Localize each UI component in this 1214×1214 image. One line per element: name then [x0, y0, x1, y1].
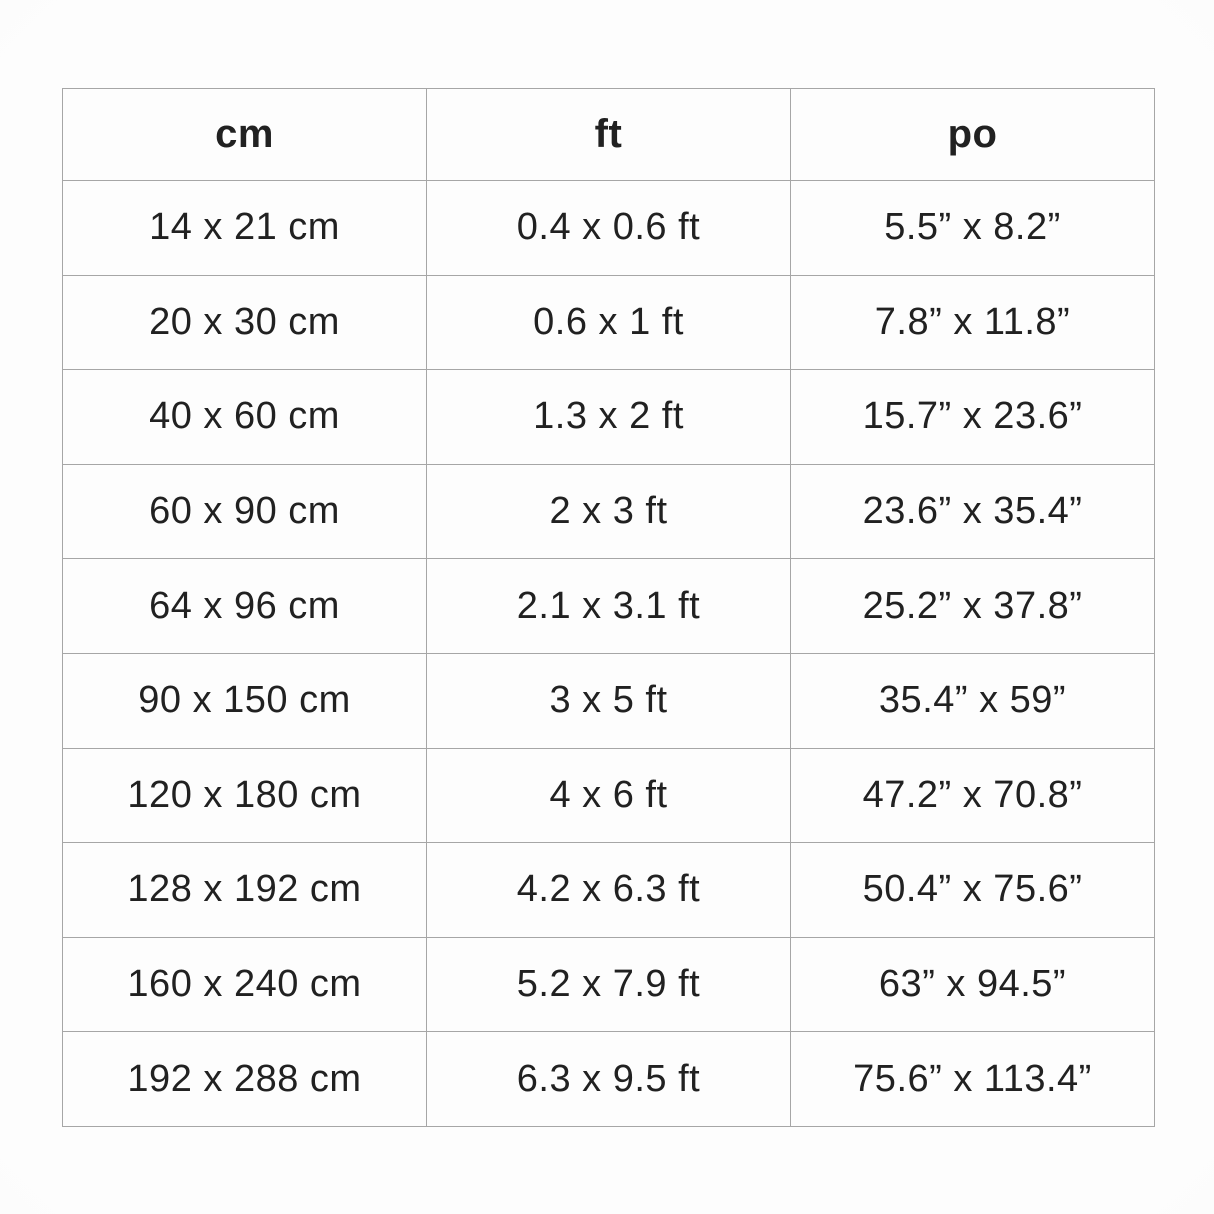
cell-cm: 160 x 240 cm [62, 936, 427, 1033]
cell-cm: 20 x 30 cm [62, 274, 427, 371]
cell-ft: 0.4 x 0.6 ft [426, 180, 791, 276]
cell-ft: 4 x 6 ft [426, 747, 791, 844]
cell-po: 75.6” x 113.4” [790, 1031, 1155, 1127]
table-row: 90 x 150 cm 3 x 5 ft 35.4” x 59” [62, 652, 1155, 749]
cell-cm: 40 x 60 cm [62, 369, 427, 465]
cell-ft: 5.2 x 7.9 ft [426, 936, 791, 1033]
table-header-row: cm ft po [62, 88, 1155, 181]
table-row: 128 x 192 cm 4.2 x 6.3 ft 50.4” x 75.6” [62, 842, 1155, 938]
cell-po: 23.6” x 35.4” [790, 463, 1155, 560]
cell-po: 35.4” x 59” [790, 652, 1155, 749]
size-conversion-sheet: cm ft po 14 x 21 cm 0.4 x 0.6 ft 5.5” x … [62, 88, 1155, 1127]
table-row: 160 x 240 cm 5.2 x 7.9 ft 63” x 94.5” [62, 936, 1155, 1033]
cell-ft: 2 x 3 ft [426, 463, 791, 560]
table-row: 14 x 21 cm 0.4 x 0.6 ft 5.5” x 8.2” [62, 180, 1155, 276]
cell-po: 7.8” x 11.8” [790, 274, 1155, 371]
cell-cm: 120 x 180 cm [62, 747, 427, 844]
cell-cm: 192 x 288 cm [62, 1031, 427, 1127]
cell-ft: 3 x 5 ft [426, 652, 791, 749]
cell-ft: 4.2 x 6.3 ft [426, 842, 791, 938]
table-row: 40 x 60 cm 1.3 x 2 ft 15.7” x 23.6” [62, 369, 1155, 465]
table-row: 120 x 180 cm 4 x 6 ft 47.2” x 70.8” [62, 747, 1155, 844]
cell-ft: 2.1 x 3.1 ft [426, 558, 791, 654]
table-row: 20 x 30 cm 0.6 x 1 ft 7.8” x 11.8” [62, 274, 1155, 371]
table-row: 60 x 90 cm 2 x 3 ft 23.6” x 35.4” [62, 463, 1155, 560]
cell-cm: 90 x 150 cm [62, 652, 427, 749]
column-header-ft: ft [426, 88, 791, 181]
table-row: 64 x 96 cm 2.1 x 3.1 ft 25.2” x 37.8” [62, 558, 1155, 654]
size-conversion-table: cm ft po 14 x 21 cm 0.4 x 0.6 ft 5.5” x … [62, 88, 1155, 1127]
cell-cm: 14 x 21 cm [62, 180, 427, 276]
cell-po: 15.7” x 23.6” [790, 369, 1155, 465]
column-header-cm: cm [62, 88, 427, 181]
column-header-po: po [790, 88, 1155, 181]
table-row: 192 x 288 cm 6.3 x 9.5 ft 75.6” x 113.4” [62, 1031, 1155, 1127]
cell-cm: 128 x 192 cm [62, 842, 427, 938]
cell-po: 47.2” x 70.8” [790, 747, 1155, 844]
cell-po: 50.4” x 75.6” [790, 842, 1155, 938]
cell-ft: 6.3 x 9.5 ft [426, 1031, 791, 1127]
cell-po: 63” x 94.5” [790, 936, 1155, 1033]
cell-ft: 0.6 x 1 ft [426, 274, 791, 371]
cell-cm: 64 x 96 cm [62, 558, 427, 654]
cell-cm: 60 x 90 cm [62, 463, 427, 560]
cell-po: 25.2” x 37.8” [790, 558, 1155, 654]
cell-ft: 1.3 x 2 ft [426, 369, 791, 465]
cell-po: 5.5” x 8.2” [790, 180, 1155, 276]
